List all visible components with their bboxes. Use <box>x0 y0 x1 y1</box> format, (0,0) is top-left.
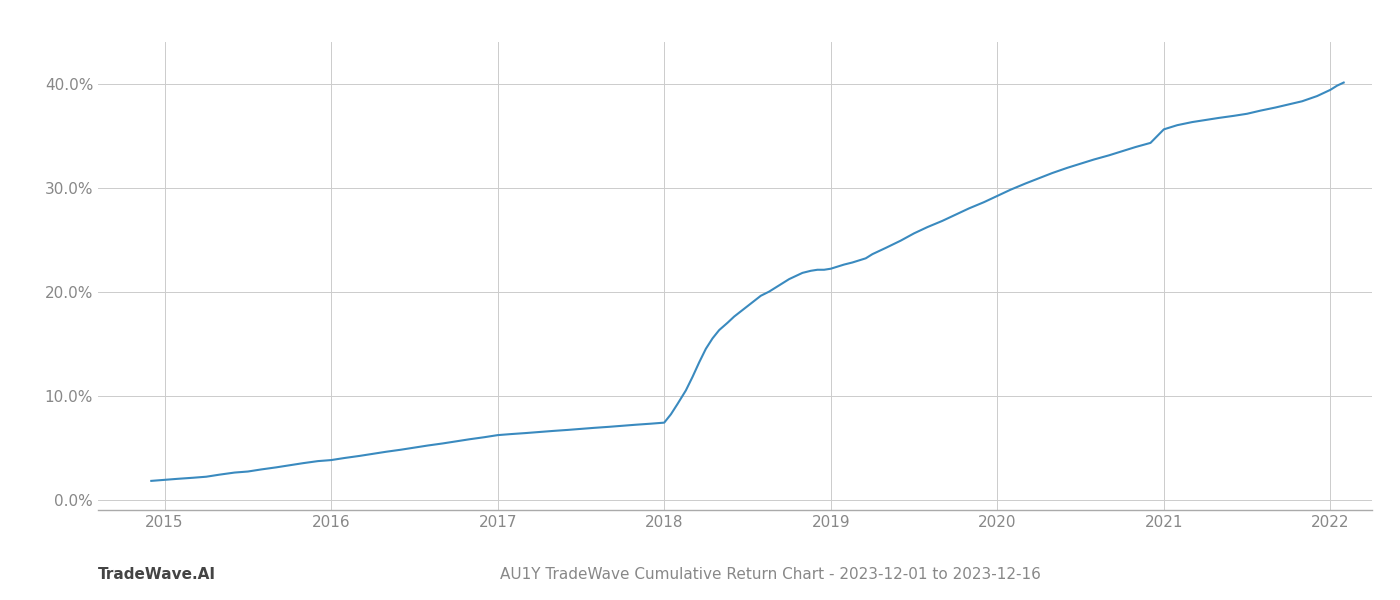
Text: AU1Y TradeWave Cumulative Return Chart - 2023-12-01 to 2023-12-16: AU1Y TradeWave Cumulative Return Chart -… <box>500 567 1040 582</box>
Text: TradeWave.AI: TradeWave.AI <box>98 567 216 582</box>
